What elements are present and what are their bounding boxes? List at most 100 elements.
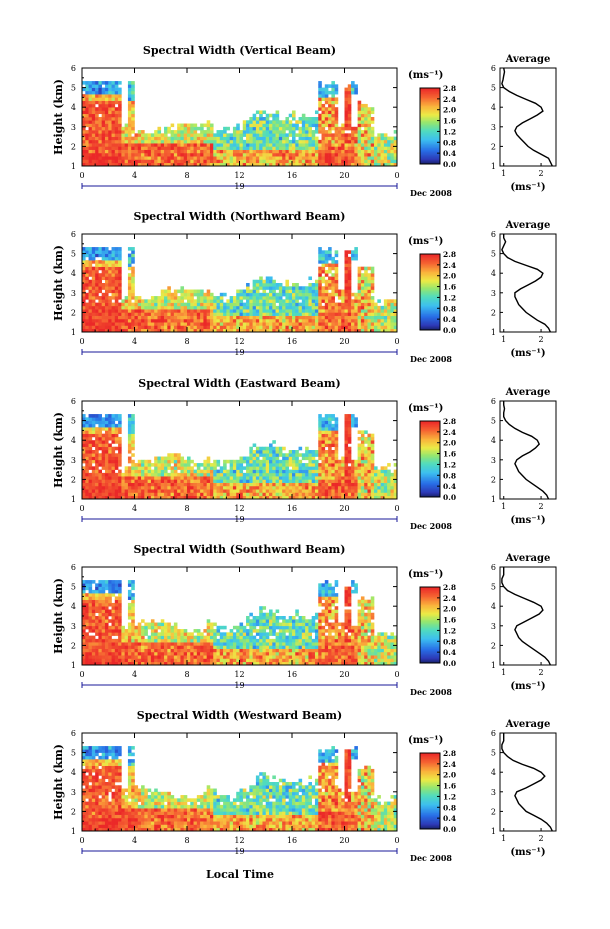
heatmap-cell [127, 466, 132, 470]
heatmap-cell [344, 417, 349, 421]
heatmap-cell [124, 136, 129, 141]
heatmap-cell [85, 430, 89, 434]
heatmap-cell [196, 146, 201, 150]
heatmap-cell [108, 302, 112, 307]
heatmap-cell [173, 152, 178, 157]
y-tick-label: 2 [71, 142, 76, 151]
heatmap-cell [101, 453, 106, 457]
heatmap-cell [301, 120, 306, 124]
heatmap-cell [331, 279, 335, 284]
heatmap-cell [101, 318, 106, 323]
heatmap-cell [170, 149, 175, 154]
heatmap-cell [390, 322, 395, 326]
heatmap-cell [255, 446, 260, 451]
heatmap-cell [354, 156, 358, 160]
heatmap-cell [364, 469, 368, 474]
heatmap-cell [141, 162, 145, 166]
heatmap-cell [209, 492, 214, 497]
heatmap-cell [111, 100, 116, 105]
heatmap-cell [157, 146, 162, 150]
colorbar-segment [420, 268, 440, 271]
heatmap-cell [324, 482, 329, 487]
heatmap-cell [318, 495, 322, 499]
heatmap-cell [246, 120, 250, 124]
heatmap-cell [242, 149, 247, 154]
heatmap-cell [180, 159, 185, 164]
heatmap-cell [275, 450, 280, 454]
heatmap-cell [351, 156, 355, 160]
heatmap-cell [131, 162, 135, 166]
heatmap-cell [127, 427, 132, 431]
heatmap-cell [104, 485, 109, 490]
heatmap-cell [141, 136, 145, 141]
heatmap-cell [377, 156, 381, 160]
heatmap-cell [167, 479, 171, 483]
heatmap-cell [108, 423, 112, 428]
heatmap-cell [223, 305, 227, 310]
heatmap-cell [232, 139, 237, 144]
heatmap-cell [354, 143, 358, 147]
heatmap-cell [347, 315, 352, 320]
heatmap-cell [127, 87, 132, 92]
heatmap-cell [137, 469, 142, 474]
heatmap-cell [118, 100, 122, 105]
heatmap-cell [265, 283, 270, 287]
heatmap-cell [295, 315, 299, 320]
heatmap-cell [111, 133, 116, 137]
heatmap-cell [101, 256, 106, 261]
heatmap-cell [292, 463, 296, 467]
heatmap-cell [203, 469, 207, 474]
heatmap-cell [269, 113, 273, 118]
heatmap-cell [311, 318, 316, 323]
heatmap-cell [292, 139, 296, 144]
heatmap-cell [134, 328, 139, 332]
heatmap-cell [374, 482, 378, 487]
colorbar-segment [420, 311, 440, 313]
heatmap-cell [288, 139, 293, 144]
heatmap-cell [173, 312, 178, 316]
heatmap-cell [167, 130, 171, 134]
heatmap-cell [88, 103, 93, 108]
heatmap-cell [252, 322, 257, 326]
heatmap-cell [121, 136, 125, 141]
heatmap-cell [104, 289, 109, 294]
heatmap-cell [229, 489, 234, 493]
heatmap-cell [265, 482, 270, 487]
heatmap-cell [334, 309, 339, 313]
heatmap-cell [144, 302, 148, 307]
heatmap-cell [328, 440, 332, 444]
heatmap-cell [111, 423, 116, 428]
heatmap-cell [357, 456, 362, 461]
heatmap-cell [344, 463, 349, 467]
heatmap-cell [229, 139, 234, 144]
heatmap-cell [321, 266, 326, 271]
heatmap-cell [108, 328, 112, 332]
heatmap-cell [374, 495, 378, 499]
heatmap-cell [380, 318, 385, 323]
heatmap-cell [82, 139, 86, 144]
x-tick-label: 0 [394, 171, 399, 180]
heatmap-cell [347, 299, 352, 303]
x-tick-label: 0 [394, 337, 399, 346]
heatmap-cell [347, 87, 352, 92]
heatmap-cell [147, 143, 152, 147]
heatmap-cell [370, 495, 375, 499]
heatmap-cell [374, 149, 378, 154]
heatmap-cell [308, 130, 312, 134]
heatmap-cell [357, 492, 362, 497]
heatmap-cell [364, 296, 368, 300]
x-tick-label: 16 [287, 337, 297, 346]
heatmap-cell [255, 133, 260, 137]
heatmap-cell [298, 328, 303, 332]
heatmap-cell [344, 482, 349, 487]
heatmap-cell [101, 322, 106, 326]
heatmap-cell [173, 479, 178, 483]
heatmap-cell [193, 292, 198, 297]
heatmap-cell [295, 126, 299, 131]
heatmap-cell [187, 146, 191, 150]
heatmap-cell [114, 113, 119, 118]
heatmap-cell [360, 289, 365, 294]
heatmap-cell [331, 312, 335, 316]
heatmap-cell [341, 305, 345, 310]
heatmap-cell [193, 289, 198, 294]
